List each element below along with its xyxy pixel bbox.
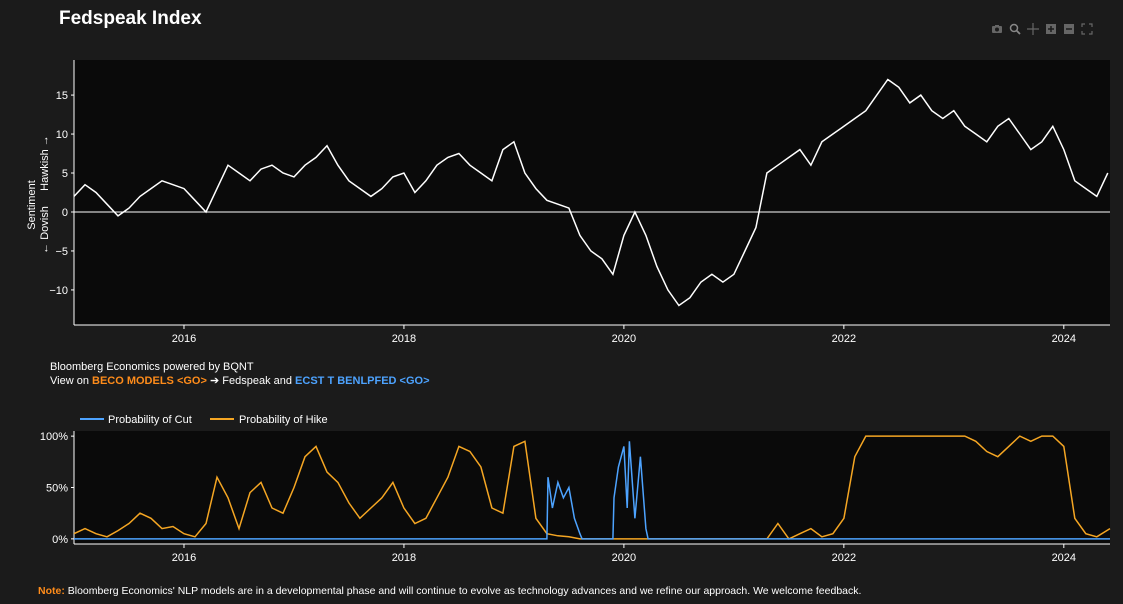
- y-tick-label: 0: [62, 207, 68, 219]
- sentiment-series-line: [73, 78, 1109, 307]
- ecst-link[interactable]: ECST T BENLPFED <GO>: [295, 375, 430, 387]
- y-tick-label: 0%: [52, 534, 68, 546]
- chart-title: Fedspeak Index: [59, 8, 202, 29]
- hawkish-label: Hawkish →: [39, 135, 51, 191]
- x-tick-label: 2016: [172, 333, 196, 345]
- camera-icon[interactable]: [990, 22, 1004, 36]
- cut-series-line: [74, 441, 1110, 540]
- sentiment-label: Sentiment: [26, 180, 38, 230]
- sentiment-x-axis: 2016 2018 2020 2022 2024: [73, 60, 1110, 345]
- dovish-label: ← Dovish: [39, 206, 51, 254]
- sentiment-plot-area[interactable]: [74, 60, 1110, 325]
- note-text: Bloomberg Economics' NLP models are in a…: [64, 585, 862, 597]
- legend-cut-label[interactable]: Probability of Cut: [108, 414, 192, 426]
- sentiment-y-axis: −10 −5 0 5 10 15: [49, 90, 74, 297]
- hike-series-line: [73, 435, 1111, 540]
- x-tick-label: 2020: [612, 333, 636, 345]
- beco-models-link[interactable]: BECO MODELS <GO>: [92, 375, 207, 387]
- probability-x-axis: 2016 2018 2020 2022 2024: [73, 431, 1110, 564]
- autoscale-icon[interactable]: [1080, 22, 1094, 36]
- credit-line: Bloomberg Economics powered by BQNT: [50, 361, 254, 373]
- y-tick-label: 50%: [46, 483, 68, 495]
- credit-block: Bloomberg Economics powered by BQNT View…: [50, 360, 430, 388]
- modebar: [990, 20, 1094, 38]
- zoom-out-icon[interactable]: [1062, 22, 1076, 36]
- x-tick-label: 2022: [832, 333, 856, 345]
- x-tick-label: 2022: [832, 552, 856, 564]
- pan-icon[interactable]: [1026, 22, 1040, 36]
- y-tick-label: 100%: [40, 431, 68, 443]
- x-tick-label: 2024: [1052, 552, 1076, 564]
- view-on-prefix: View on: [50, 375, 92, 387]
- legend: Probability of Cut Probability of Hike: [80, 414, 328, 426]
- y-tick-label: 10: [56, 129, 68, 141]
- view-on-middle: Fedspeak and: [219, 375, 296, 387]
- y-tick-label: 5: [62, 168, 68, 180]
- zoom-in-icon[interactable]: [1044, 22, 1058, 36]
- x-tick-label: 2016: [172, 552, 196, 564]
- note-label: Note:: [38, 585, 65, 597]
- x-tick-label: 2020: [612, 552, 636, 564]
- y-tick-label: 15: [56, 90, 68, 102]
- view-on-line: View on BECO MODELS <GO> ➔ Fedspeak and …: [50, 374, 430, 388]
- probability-y-axis: 0% 50% 100%: [40, 431, 74, 546]
- y-tick-label: −5: [55, 246, 68, 258]
- x-tick-label: 2018: [392, 333, 416, 345]
- x-tick-label: 2024: [1052, 333, 1076, 345]
- zoom-icon[interactable]: [1008, 22, 1022, 36]
- note-footer: Note: Bloomberg Economics' NLP models ar…: [38, 585, 861, 597]
- arrow-icon: ➔: [209, 375, 220, 387]
- x-tick-label: 2018: [392, 552, 416, 564]
- legend-hike-label[interactable]: Probability of Hike: [239, 414, 328, 426]
- probability-plot-area[interactable]: [74, 431, 1110, 544]
- y-tick-label: −10: [49, 285, 68, 297]
- sentiment-y-axis-title: Sentiment Hawkish → ← Dovish: [26, 135, 51, 254]
